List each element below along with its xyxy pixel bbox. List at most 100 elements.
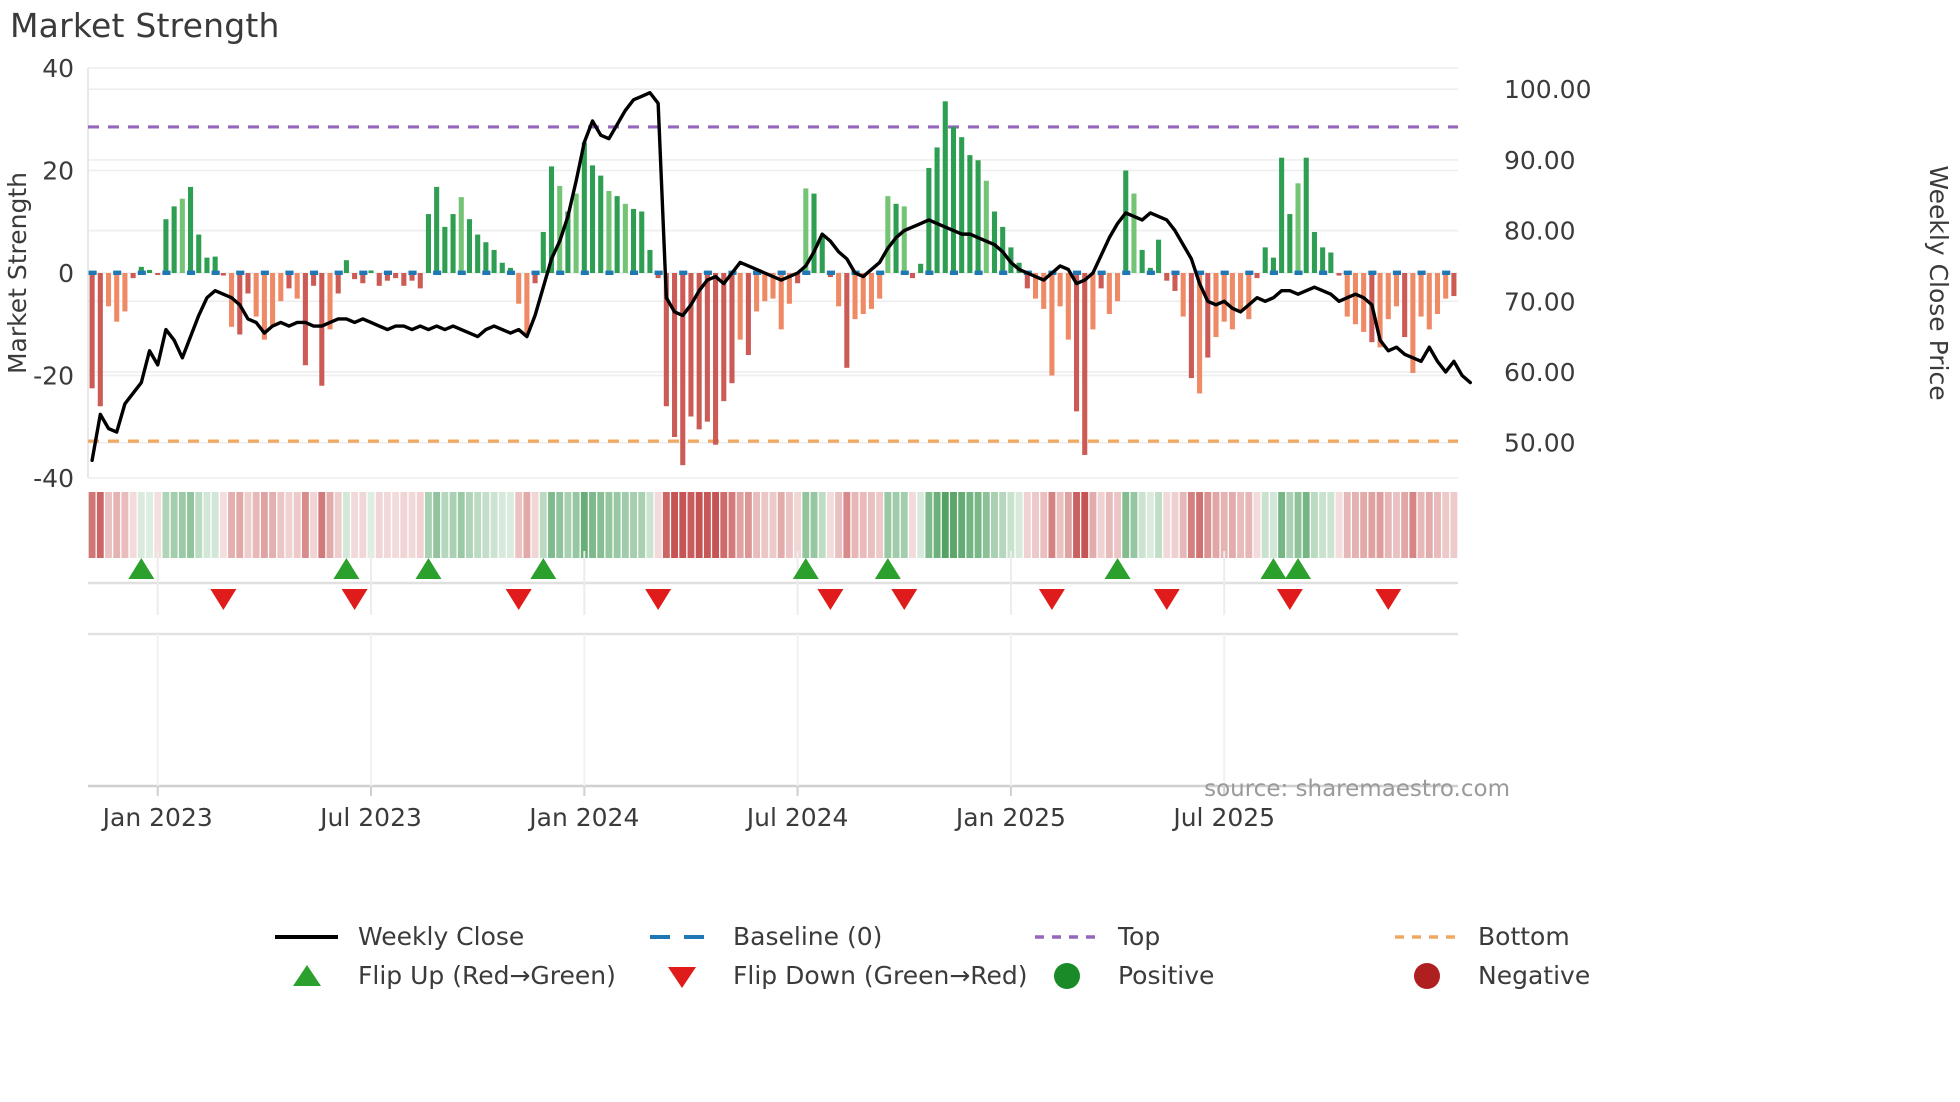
baseline-zero xyxy=(88,270,1451,275)
legend-item[interactable]: Positive xyxy=(1054,961,1214,990)
bar xyxy=(573,193,579,273)
legend-item[interactable]: Bottom xyxy=(1395,922,1570,951)
heatmap-cell xyxy=(129,492,137,558)
heatmap-cell xyxy=(425,492,432,558)
baseline-dash xyxy=(162,270,171,275)
heatmap-cell xyxy=(88,492,96,558)
baseline-dash xyxy=(556,270,565,275)
heatmap-cell xyxy=(991,492,998,558)
heatmap-cell xyxy=(1417,492,1425,558)
bar xyxy=(466,219,473,273)
bar xyxy=(434,186,440,273)
heatmap-cell xyxy=(867,492,875,558)
legend-item-label: Positive xyxy=(1118,961,1214,990)
heatmap-cell xyxy=(753,492,761,558)
bar xyxy=(614,196,620,273)
flip-down-marker xyxy=(341,589,368,610)
heatmap-cell xyxy=(1138,492,1146,558)
legend-item-label: Negative xyxy=(1478,961,1590,990)
bar xyxy=(983,180,989,273)
legend-circle-icon xyxy=(1414,963,1440,989)
heatmap-cell xyxy=(695,492,703,558)
heatmap-cell xyxy=(490,492,498,558)
baseline-dash xyxy=(1196,270,1205,275)
baseline-dash xyxy=(1269,270,1278,275)
bar xyxy=(1188,273,1194,379)
bar xyxy=(1303,157,1309,273)
heatmap-cell xyxy=(982,492,990,558)
heatmap-cell xyxy=(777,492,785,558)
legend-item-label: Bottom xyxy=(1478,922,1570,951)
bar xyxy=(975,160,981,273)
heatmap-cell xyxy=(1040,492,1048,558)
bar xyxy=(105,273,112,307)
bar xyxy=(630,208,637,273)
y-axis-tick-label: -20 xyxy=(33,362,74,391)
bar xyxy=(877,273,883,299)
bar xyxy=(622,203,628,273)
bar xyxy=(1098,273,1104,289)
x-axis-tick-label: Jul 2025 xyxy=(1171,803,1275,832)
y-axis-tick-label: 0 xyxy=(58,259,74,288)
y2-axis-tick-label: 80.00 xyxy=(1504,217,1576,246)
bar xyxy=(967,155,973,273)
baseline-dash xyxy=(137,270,146,275)
bar xyxy=(836,273,842,307)
heatmap-cell xyxy=(876,492,884,558)
heatmap-cell xyxy=(720,492,728,558)
bar-series xyxy=(89,101,1457,466)
bar xyxy=(1287,214,1293,273)
legend-item[interactable]: Flip Down (Green→Red) xyxy=(668,961,1028,990)
legend-item[interactable]: Top xyxy=(1035,922,1160,951)
bar xyxy=(507,267,514,273)
heatmap-cell xyxy=(1122,492,1130,558)
bar xyxy=(1139,249,1145,273)
legend-item[interactable]: Negative xyxy=(1414,961,1590,990)
heatmap-cell xyxy=(400,492,408,558)
heatmap-cell xyxy=(1023,492,1031,558)
strength-heatmap-strip xyxy=(88,492,1458,558)
baseline-dash xyxy=(999,270,1008,275)
baseline-dash xyxy=(310,270,319,275)
heatmap-cell xyxy=(826,492,834,558)
bar xyxy=(360,273,366,284)
heatmap-cell xyxy=(728,492,736,558)
bar xyxy=(1229,273,1235,330)
heatmap-cell xyxy=(1196,492,1204,558)
legend-item[interactable]: Weekly Close xyxy=(275,922,524,951)
heatmap-cell xyxy=(1360,492,1368,558)
heatmap-cell xyxy=(1237,492,1245,558)
bar xyxy=(442,226,448,273)
heatmap-cell xyxy=(1327,492,1335,558)
bar xyxy=(261,273,267,340)
bar xyxy=(778,273,784,330)
flip-up-marker xyxy=(530,558,557,579)
heatmap-cell xyxy=(351,492,359,558)
bar xyxy=(1320,247,1326,273)
heatmap-cell xyxy=(457,492,465,558)
heatmap-cell xyxy=(1015,492,1023,558)
heatmap-cell xyxy=(1064,492,1072,558)
bar xyxy=(1032,273,1039,299)
baseline-dash xyxy=(1417,270,1426,275)
heatmap-cell xyxy=(211,492,219,558)
heatmap-cell xyxy=(744,492,752,558)
bar xyxy=(639,211,645,273)
bar xyxy=(1336,273,1342,276)
bar xyxy=(475,234,481,273)
legend-item[interactable]: Baseline (0) xyxy=(650,922,882,951)
bar xyxy=(1295,183,1301,273)
heatmap-cell xyxy=(1409,492,1417,558)
heatmap-cell xyxy=(195,492,203,558)
bar xyxy=(934,147,940,273)
heatmap-cell xyxy=(818,492,826,558)
heatmap-cell xyxy=(1171,492,1179,558)
bar xyxy=(606,191,612,273)
bar xyxy=(302,273,308,366)
bar xyxy=(1344,273,1350,317)
flip-up-marker xyxy=(415,558,442,579)
heatmap-cell xyxy=(121,492,129,558)
legend-item[interactable]: Flip Up (Red→Green) xyxy=(293,961,616,990)
